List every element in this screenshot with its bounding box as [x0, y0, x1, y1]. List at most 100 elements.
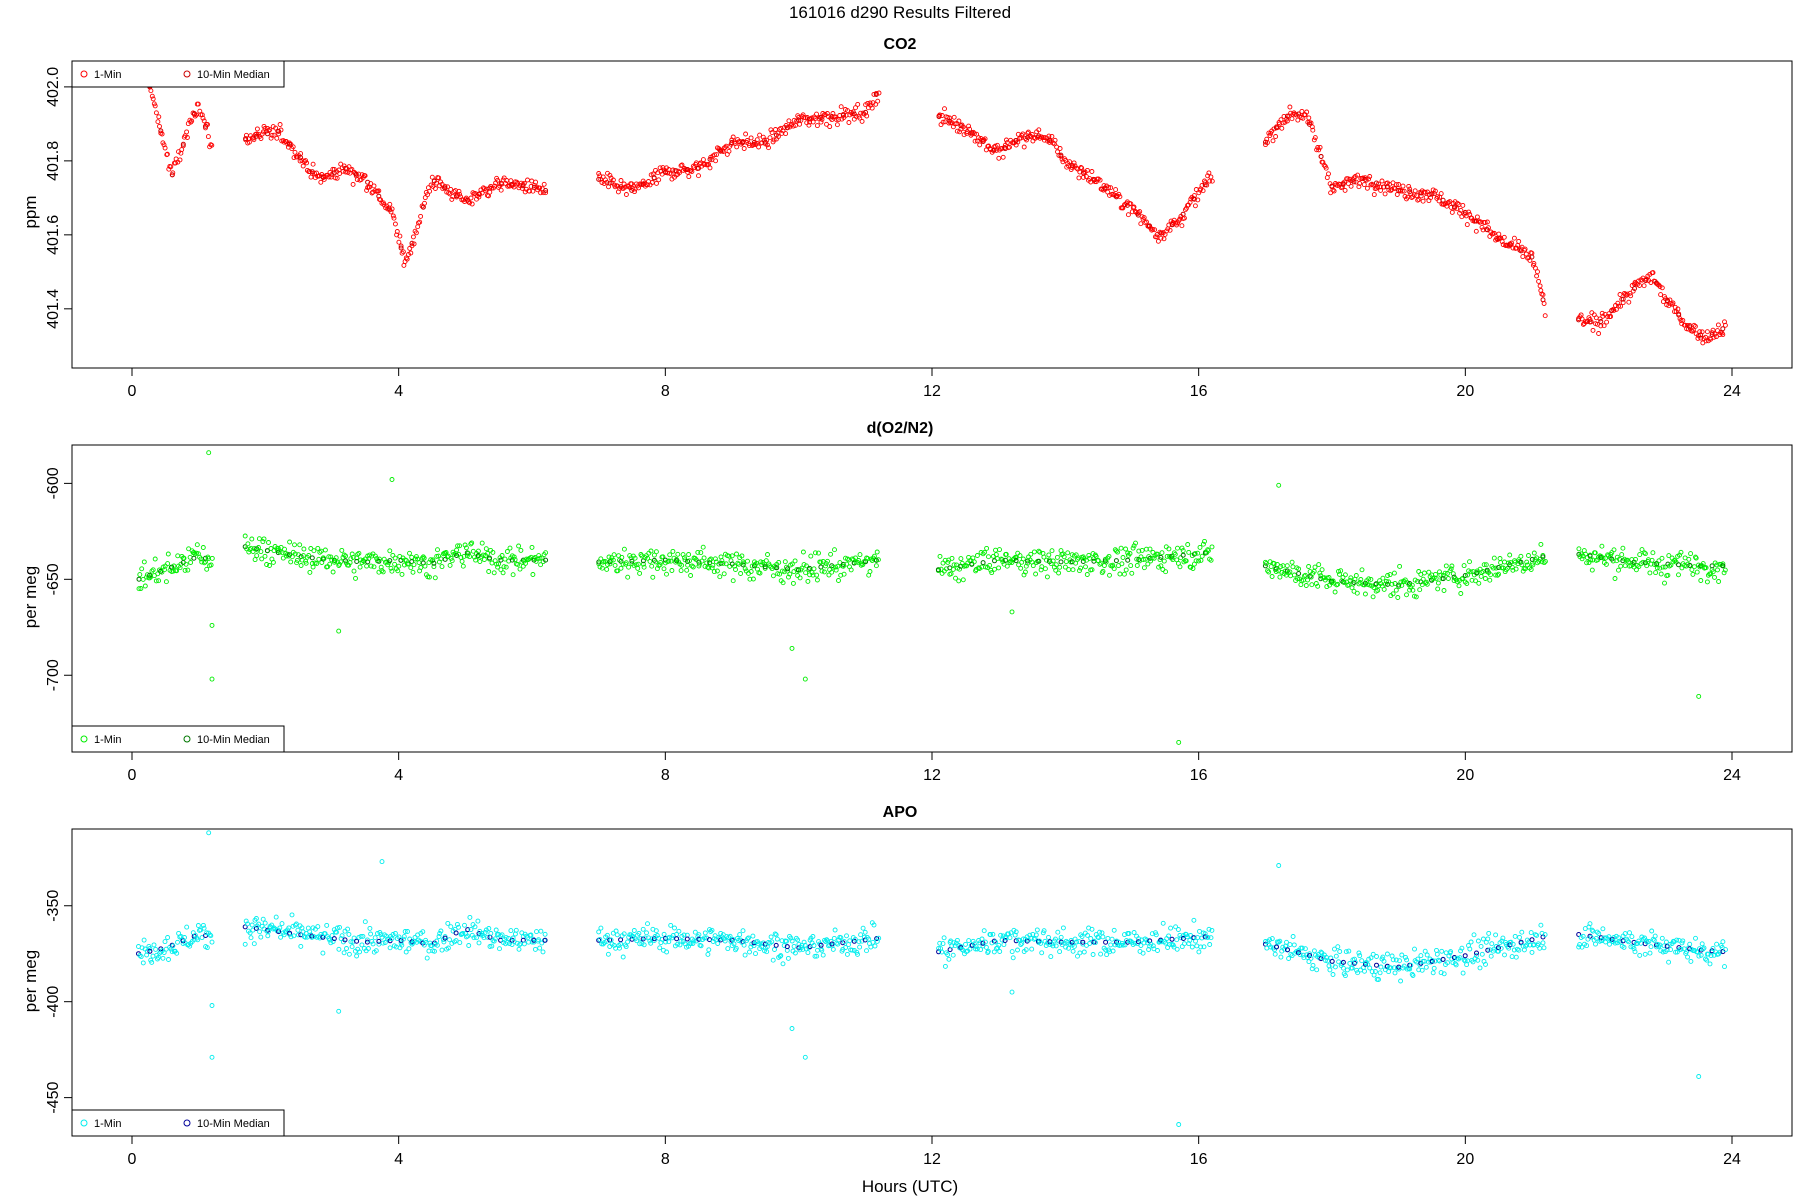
one-min-point-o2n2 [1490, 565, 1496, 571]
one-min-point-apo [468, 927, 474, 932]
one-min-point-o2n2 [1576, 546, 1582, 552]
one-min-point-apo [1053, 943, 1059, 949]
one-min-point-apo [726, 935, 732, 940]
one-min-point-apo [1370, 951, 1376, 957]
one-min-point-o2n2 [387, 548, 393, 554]
y-tick-label-apo: -400 [45, 986, 62, 1018]
one-min-point-co2 [200, 115, 206, 121]
one-min-point-co2 [610, 177, 616, 183]
one-min-point-o2n2 [598, 556, 604, 562]
one-min-point-apo [481, 935, 487, 941]
one-min-point-apo [1010, 955, 1016, 961]
one-min-point-o2n2 [536, 553, 542, 559]
one-min-point-apo [1698, 952, 1704, 958]
one-min-point-co2 [1152, 227, 1158, 233]
one-min-point-apo [439, 947, 445, 953]
one-min-point-o2n2 [1459, 576, 1465, 582]
one-min-point-o2n2 [279, 550, 285, 556]
one-min-point-apo [467, 914, 473, 920]
one-min-point-apo [644, 930, 649, 936]
one-min-point-o2n2 [191, 550, 197, 555]
one-min-point-apo [1625, 938, 1630, 944]
one-min-point-apo [740, 928, 746, 934]
one-min-point-co2 [1513, 245, 1519, 251]
median-point-o2n2 [1720, 563, 1726, 569]
one-min-point-apo [1627, 930, 1632, 936]
one-min-point-o2n2 [1022, 569, 1028, 575]
median-point-apo [1587, 933, 1593, 939]
median-point-o2n2 [409, 559, 415, 565]
one-min-point-o2n2 [690, 564, 696, 570]
one-min-point-apo [824, 937, 830, 943]
one-min-point-o2n2 [315, 545, 321, 551]
median-point-co2 [1529, 254, 1535, 260]
one-min-point-apo [322, 931, 328, 937]
median-point-apo [1462, 953, 1468, 959]
median-point-co2 [180, 141, 186, 147]
one-min-point-o2n2 [688, 573, 694, 578]
one-min-point-co2 [1704, 329, 1710, 335]
one-min-point-apo [949, 943, 955, 949]
one-min-point-o2n2 [301, 546, 307, 552]
median-point-apo [1274, 944, 1279, 950]
one-min-point-apo [423, 937, 429, 943]
one-min-point-o2n2 [1704, 579, 1710, 585]
one-min-point-apo [1356, 950, 1362, 956]
one-min-point-o2n2 [147, 575, 153, 581]
outlier-point-apo [1696, 1074, 1702, 1079]
one-min-point-co2 [401, 262, 407, 268]
one-min-point-o2n2 [443, 550, 449, 555]
one-min-point-apo [1419, 967, 1425, 973]
one-min-point-apo [843, 945, 849, 950]
one-min-point-o2n2 [596, 561, 602, 567]
one-min-point-o2n2 [307, 569, 313, 575]
median-point-apo [1013, 938, 1019, 944]
median-point-apo [618, 937, 624, 943]
one-min-point-o2n2 [1482, 576, 1488, 581]
one-min-point-o2n2 [631, 562, 637, 568]
one-min-point-o2n2 [1159, 550, 1165, 556]
one-min-point-co2 [677, 170, 683, 175]
one-min-point-co2 [408, 250, 414, 256]
one-min-point-apo [1098, 951, 1104, 957]
one-min-point-apo [304, 934, 310, 940]
one-min-point-o2n2 [1589, 567, 1595, 573]
median-point-apo [684, 936, 690, 942]
one-min-point-o2n2 [1125, 550, 1131, 556]
one-min-point-o2n2 [987, 562, 993, 568]
one-min-point-co2 [1079, 165, 1085, 171]
one-min-point-apo [1155, 948, 1160, 953]
one-min-point-o2n2 [449, 558, 455, 564]
one-min-point-co2 [1460, 202, 1466, 208]
one-min-point-o2n2 [1063, 559, 1069, 565]
one-min-point-co2 [1382, 191, 1388, 197]
one-min-point-o2n2 [287, 539, 293, 545]
one-min-point-co2 [278, 127, 284, 133]
one-min-point-apo [456, 924, 461, 930]
one-min-point-apo [667, 934, 672, 940]
x-tick-label-apo: 20 [1456, 1151, 1474, 1168]
one-min-point-apo [985, 948, 991, 954]
one-min-point-apo [155, 954, 161, 960]
one-min-point-apo [258, 934, 264, 940]
one-min-point-apo [403, 949, 409, 955]
one-min-point-o2n2 [310, 564, 316, 570]
median-point-apo [542, 937, 548, 943]
one-min-point-apo [1174, 937, 1180, 943]
one-min-point-o2n2 [328, 554, 334, 560]
median-point-apo [1518, 939, 1524, 945]
one-min-point-o2n2 [1513, 566, 1519, 572]
one-min-point-apo [199, 935, 205, 941]
one-min-point-o2n2 [209, 555, 215, 561]
one-min-point-apo [722, 938, 728, 944]
one-min-point-o2n2 [635, 561, 641, 567]
one-min-point-co2 [469, 201, 475, 207]
one-min-point-apo [1063, 944, 1069, 950]
one-min-point-co2 [407, 245, 413, 251]
one-min-point-apo [140, 960, 146, 966]
one-min-point-apo [1537, 945, 1543, 951]
one-min-point-apo [517, 942, 523, 948]
one-min-point-o2n2 [833, 564, 838, 570]
one-min-point-apo [640, 926, 646, 932]
outlier-point-o2n2 [789, 645, 795, 651]
